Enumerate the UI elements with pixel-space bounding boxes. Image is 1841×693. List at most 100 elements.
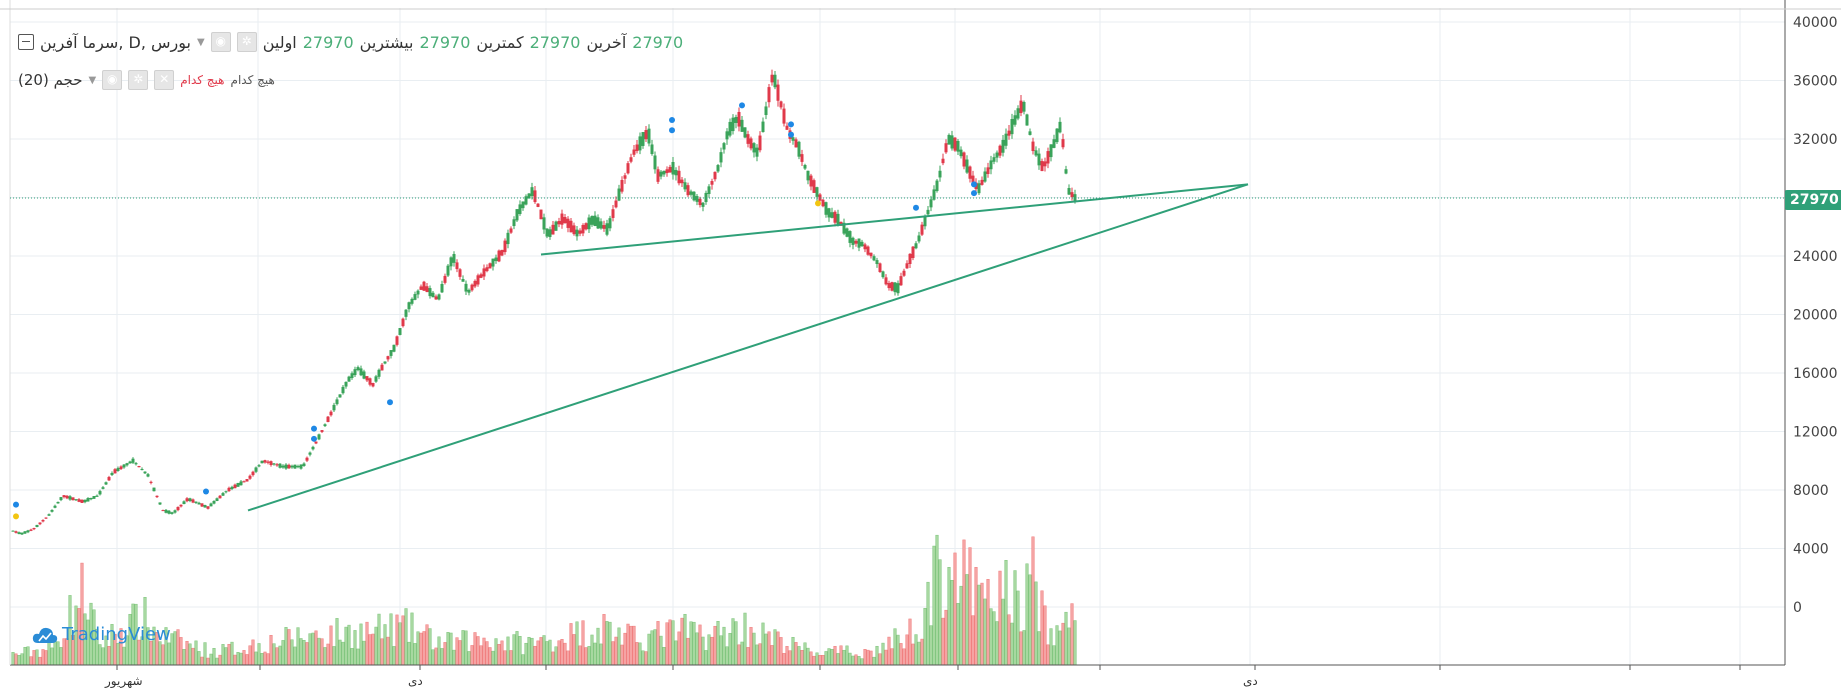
volume-bar [629,625,633,666]
volume-bar [221,644,225,666]
volume-bar [821,655,825,666]
volume-bar [17,655,21,666]
tradingview-logo[interactable]: TradingView [32,624,171,645]
candle-body [779,101,783,108]
candle-body [647,128,651,144]
candle-body [710,181,714,185]
volume-bar [938,559,942,666]
candle-body [95,495,99,497]
chart-grid [10,8,1785,665]
eye-icon[interactable]: ◉ [210,32,231,52]
volume-bar [176,629,180,666]
candle-body [455,262,459,270]
candle-body [848,231,852,243]
symbol-legend: سرما آفرین, D, بورس ▼ ◉ ✲ اولین 27970 بی… [18,32,683,52]
volume-bar [101,647,105,666]
volume-bar [665,622,669,666]
collapse-icon[interactable] [18,34,34,50]
volume-bar [581,620,585,666]
volume-bar [29,656,33,666]
volume-bar [878,653,882,666]
candle-body [773,74,777,88]
volume-bar [671,620,675,666]
volume-bar [830,648,834,666]
signal-dot [815,200,821,207]
close-value: 27970 [632,32,684,52]
gear-icon[interactable]: ✲ [128,70,149,90]
candle-body [449,257,453,267]
volume-bar [590,634,594,666]
candle-body [533,190,537,203]
candle-body [473,280,477,287]
candle-body [53,505,57,508]
y-tick-label: 16000 [1793,366,1838,382]
eye-icon[interactable]: ◉ [102,70,123,90]
volume-bar [800,650,804,666]
volume-bar [326,643,330,666]
volume-bar [32,650,36,666]
volume-bar [548,639,552,666]
volume-bar [512,634,516,666]
candle-body [221,493,225,496]
volume-bar [521,654,525,666]
candle-body [1028,131,1032,135]
candle-body [158,502,162,505]
symbol-title[interactable]: سرما آفرین, D, بورس [40,32,191,52]
candle-body [98,491,102,495]
candle-body [701,202,705,207]
volume-bar [968,547,972,666]
candle-body [881,271,885,278]
volume-bar [1013,570,1017,666]
chevron-down-icon[interactable]: ▼ [88,74,97,86]
volume-bar [824,651,828,666]
volume-bar [797,646,801,666]
volume-bar [1025,563,1029,666]
candle-body [17,532,21,535]
volume-bar [458,640,462,666]
candle-body [989,160,993,170]
candle-body [431,292,435,298]
candle-body [482,268,486,277]
volume-bar [890,648,894,666]
volume-bar [1028,574,1032,666]
volume-bar [812,655,816,666]
candle-body [365,376,369,381]
volume-bar [623,632,627,666]
candle-body [422,281,426,291]
volume-bar [482,637,486,666]
candle-body [437,294,441,300]
candle-body [206,506,210,509]
candle-body [371,382,375,387]
gear-icon[interactable]: ✲ [236,32,257,52]
candle-body [32,528,36,530]
volume-bar [329,625,333,666]
candle-body [1022,101,1026,112]
candle-body [737,111,741,127]
volume-bar [293,646,297,666]
open-value: 27970 [302,32,354,52]
volume-bar [359,623,363,666]
volume-bar [842,649,846,666]
candle-body [977,183,981,194]
volume-bar [299,638,303,666]
candle-body [995,152,999,158]
candle-body [650,144,654,155]
volume-bar [914,634,918,666]
chevron-down-icon[interactable]: ▼ [196,36,205,48]
candle-body [308,452,312,455]
candle-body [260,460,264,464]
volume-bar [557,640,561,666]
volume-bar [710,636,714,666]
candle-body [812,180,816,193]
candle-body [239,481,243,486]
y-tick-label: 36000 [1793,74,1838,90]
volume-bar [485,641,489,666]
close-icon[interactable]: ✕ [154,70,175,90]
volume-title[interactable]: حجم (20) [18,71,83,89]
candle-body [374,376,378,382]
volume-bar [416,631,420,666]
candle-body [278,463,282,468]
volume-bar [707,634,711,666]
candle-body [44,517,48,519]
